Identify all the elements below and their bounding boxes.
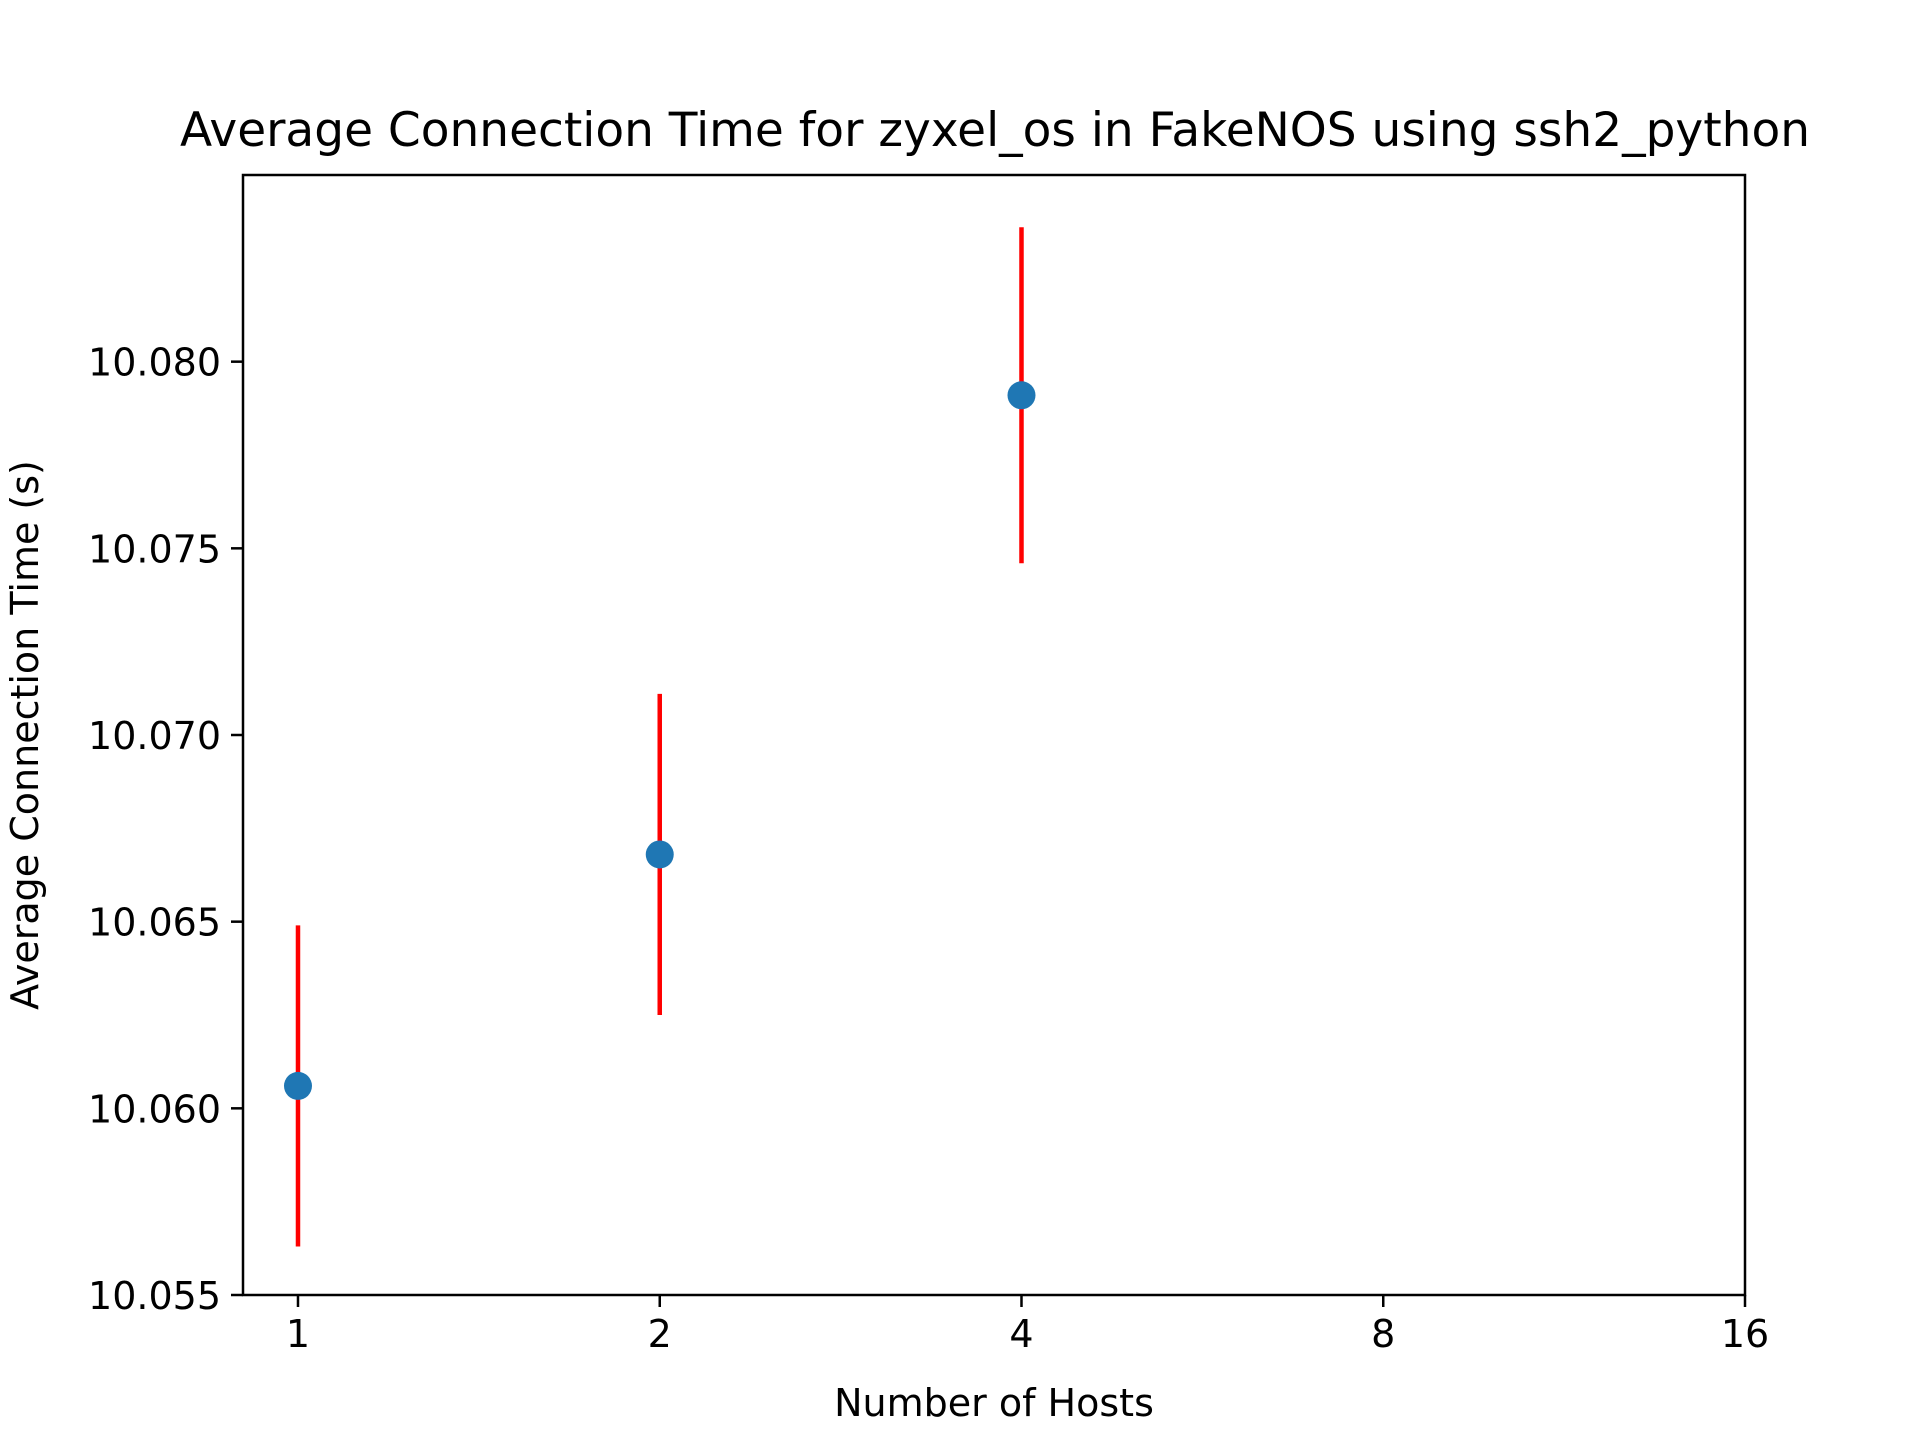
x-tick-label: 2 xyxy=(648,1312,672,1356)
y-tick-label: 10.070 xyxy=(88,714,221,758)
x-tick-label: 4 xyxy=(1009,1312,1033,1356)
x-axis-ticks: 1 2 4 8 16 xyxy=(286,1295,1769,1356)
x-tick-label: 1 xyxy=(286,1312,310,1356)
y-tick-label: 10.055 xyxy=(88,1274,221,1318)
y-tick-label: 10.065 xyxy=(88,901,221,945)
data-point xyxy=(283,1071,312,1100)
y-tick-label: 10.075 xyxy=(88,527,221,571)
x-tick-label: 16 xyxy=(1721,1312,1769,1356)
chart-title: Average Connection Time for zyxel_os in … xyxy=(180,103,1810,158)
y-axis-ticks: 10.055 10.060 10.065 10.070 10.075 10.080 xyxy=(88,341,243,1318)
y-tick-label: 10.080 xyxy=(88,341,221,385)
data-point xyxy=(1007,381,1036,410)
y-tick-label: 10.060 xyxy=(88,1087,221,1131)
x-tick-label: 8 xyxy=(1371,1312,1395,1356)
data-point xyxy=(645,840,674,869)
x-axis-label: Number of Hosts xyxy=(834,1381,1154,1425)
data-points xyxy=(283,381,1036,1100)
plot-area-frame xyxy=(241,173,1747,1297)
y-axis-label: Average Connection Time (s) xyxy=(3,460,47,1010)
